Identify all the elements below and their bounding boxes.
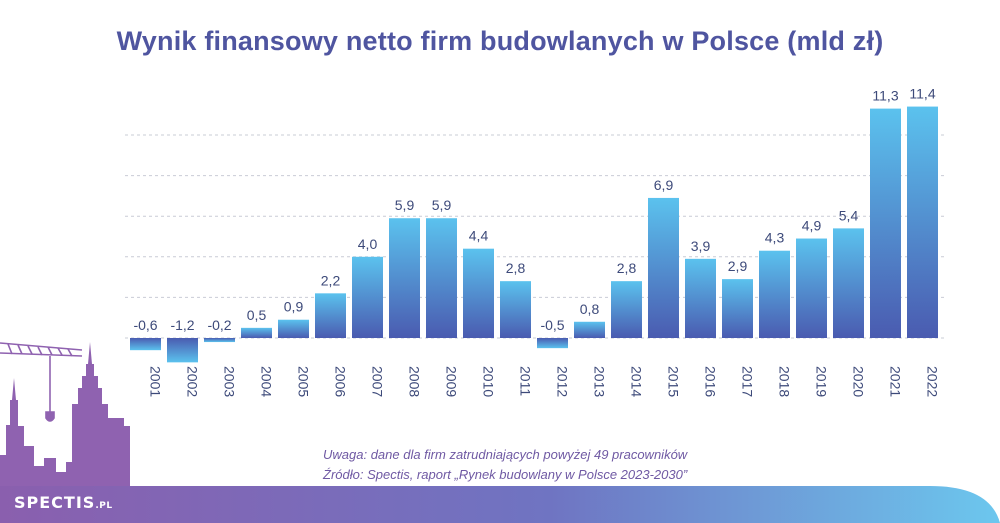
- x-tick-2010: 2010: [481, 366, 497, 397]
- x-tick-2002: 2002: [185, 366, 201, 397]
- bars: [130, 106, 938, 363]
- value-label-2011: 2,8: [506, 260, 526, 276]
- x-tick-2015: 2015: [666, 366, 682, 397]
- bar-2008: [389, 218, 420, 338]
- x-tick-2020: 2020: [851, 366, 867, 397]
- bar-2006: [315, 293, 346, 338]
- x-tick-2001: 2001: [148, 366, 164, 397]
- bar-2014: [611, 281, 642, 338]
- value-label-2005: 0,9: [284, 299, 304, 315]
- value-label-2006: 2,2: [321, 272, 341, 288]
- bar-2005: [278, 319, 309, 338]
- value-label-2019: 4,9: [802, 218, 822, 234]
- bar-2016: [685, 258, 716, 338]
- crane-icon: [0, 342, 83, 422]
- brand-logo: SPECTIS.PL: [14, 493, 113, 512]
- bar-2019: [796, 238, 827, 338]
- bar-2003: [204, 338, 235, 343]
- value-label-2020: 5,4: [839, 207, 859, 223]
- x-tick-2004: 2004: [259, 366, 275, 397]
- footnote-source: Źródło: Spectis, raport „Rynek budowlany…: [323, 467, 688, 482]
- value-labels: -0,6 -1,2 -0,2 0,5 0,9 2,2 4,0 5,9 5,9 4,4 2,8 -0,5…: [133, 86, 935, 333]
- x-tick-2013: 2013: [592, 366, 608, 397]
- bar-2007: [352, 256, 383, 338]
- value-label-2008: 5,9: [395, 197, 415, 213]
- city-skyline: [0, 342, 130, 486]
- x-tick-2006: 2006: [333, 366, 349, 397]
- bar-2010: [463, 248, 494, 338]
- bar-chart: -0,6 -1,2 -0,2 0,5 0,9 2,2 4,0 5,9 5,9 4,4 2,8 -0,5…: [125, 86, 945, 397]
- value-label-2002: -1,2: [170, 317, 194, 333]
- bar-2018: [759, 250, 790, 338]
- bar-2011: [500, 281, 531, 338]
- x-tick-2009: 2009: [444, 366, 460, 397]
- x-tick-2022: 2022: [925, 366, 941, 397]
- value-label-2021: 11,3: [872, 88, 898, 104]
- bar-2002: [167, 338, 198, 363]
- x-tick-2017: 2017: [740, 366, 756, 397]
- bottom-band: [0, 486, 1000, 523]
- value-label-2010: 4,4: [469, 228, 489, 244]
- gridlines: [125, 134, 945, 339]
- x-tick-2003: 2003: [222, 366, 238, 397]
- value-label-2022: 11,4: [909, 86, 935, 102]
- x-tick-2007: 2007: [370, 366, 386, 397]
- value-label-2001: -0,6: [133, 317, 157, 333]
- x-tick-2018: 2018: [777, 366, 793, 397]
- brand-name: SPECTIS: [14, 493, 96, 512]
- x-tick-2008: 2008: [407, 366, 423, 397]
- bar-2017: [722, 279, 753, 338]
- bar-2013: [574, 321, 605, 338]
- value-label-2013: 0,8: [580, 301, 600, 317]
- x-axis-labels: 2001 2002 2003 2004 2005 2006 2007 2008 2009 2010…: [148, 366, 941, 397]
- bar-2001: [130, 338, 161, 351]
- bar-2021: [870, 108, 901, 338]
- value-label-2003: -0,2: [207, 317, 231, 333]
- value-label-2007: 4,0: [358, 236, 378, 252]
- bar-2020: [833, 228, 864, 338]
- x-tick-2011: 2011: [518, 366, 534, 396]
- value-label-2012: -0,5: [540, 317, 564, 333]
- bar-2004: [241, 327, 272, 338]
- brand-tld: .PL: [95, 501, 113, 511]
- x-tick-2016: 2016: [703, 366, 719, 397]
- value-label-2016: 3,9: [691, 238, 711, 254]
- value-label-2015: 6,9: [654, 177, 674, 193]
- x-tick-2021: 2021: [888, 366, 904, 397]
- value-label-2009: 5,9: [432, 197, 452, 213]
- value-label-2017: 2,9: [728, 258, 748, 274]
- x-tick-2019: 2019: [814, 366, 830, 397]
- x-tick-2005: 2005: [296, 366, 312, 397]
- x-tick-2012: 2012: [555, 366, 571, 397]
- x-tick-2014: 2014: [629, 366, 645, 397]
- bar-2009: [426, 218, 457, 338]
- value-label-2014: 2,8: [617, 260, 637, 276]
- bar-2015: [648, 197, 679, 338]
- footnote: Uwaga: dane dla firm zatrudniających pow…: [323, 445, 843, 485]
- bar-2012: [537, 338, 568, 349]
- chart-title: Wynik finansowy netto firm budowlanych w…: [116, 26, 884, 56]
- value-label-2018: 4,3: [765, 230, 785, 246]
- value-label-2004: 0,5: [247, 307, 267, 323]
- footnote-note: Uwaga: dane dla firm zatrudniających pow…: [323, 447, 688, 462]
- bar-2022: [907, 106, 938, 338]
